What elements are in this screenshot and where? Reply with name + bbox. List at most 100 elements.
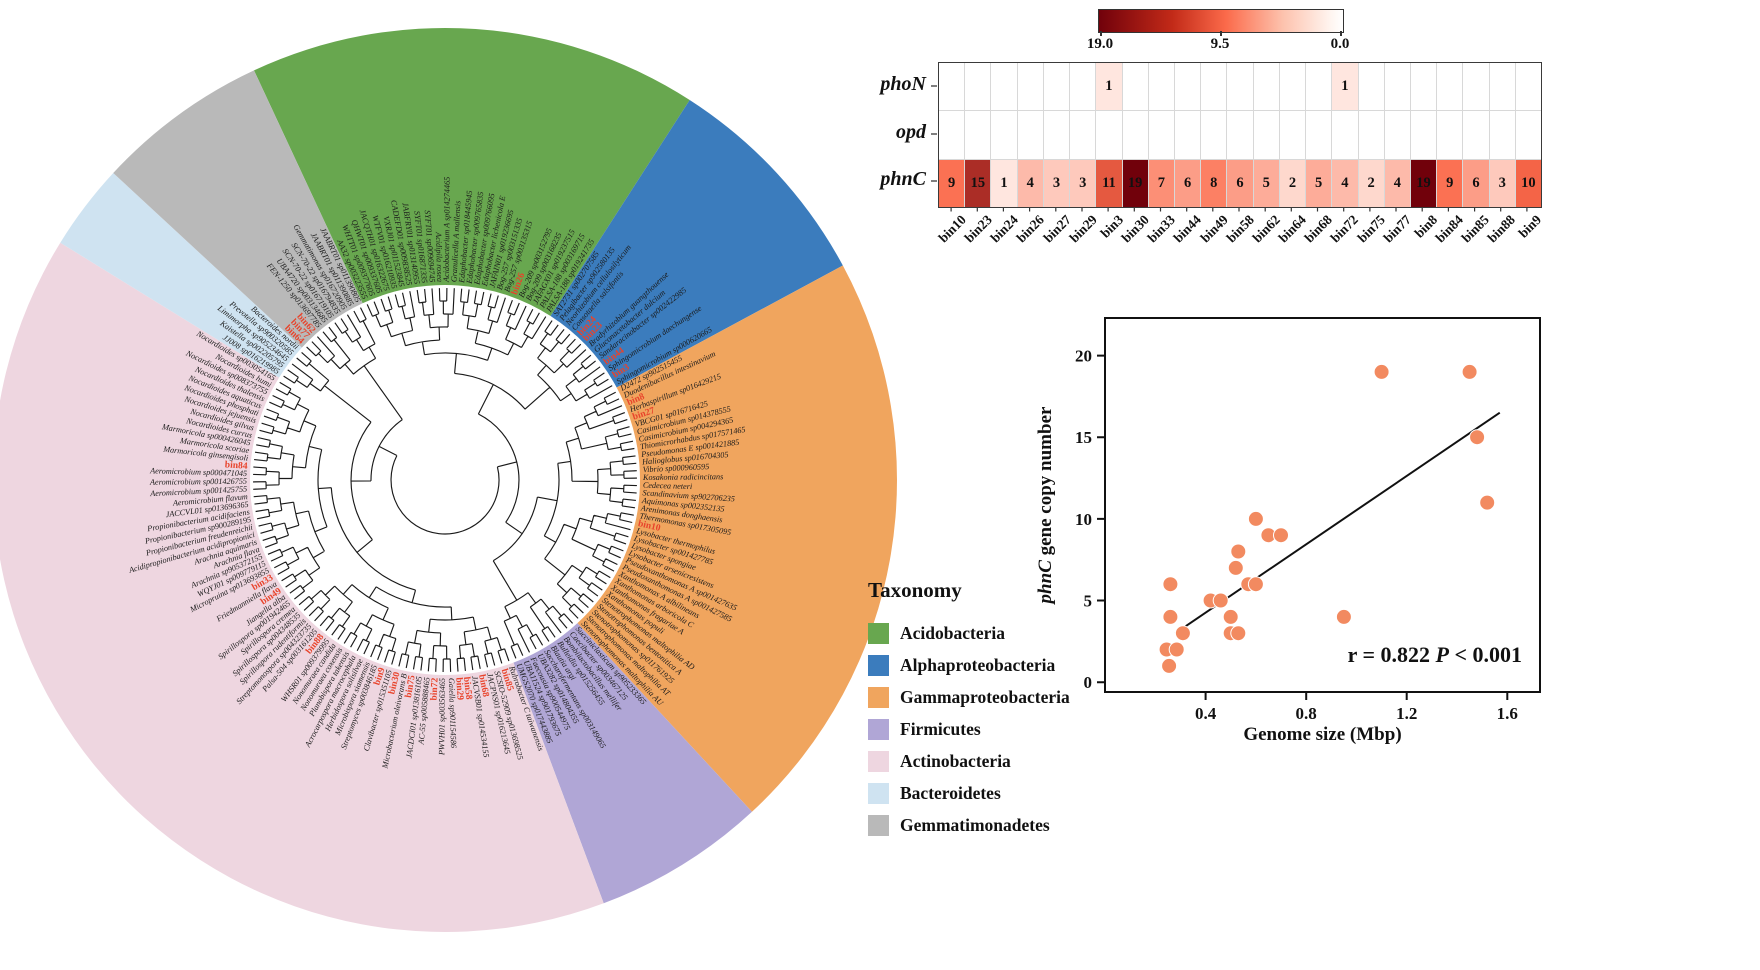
scatter-data-point <box>1168 641 1185 658</box>
taxonomy-wedge-gammaproteobacteria <box>577 265 897 812</box>
heatmap-row-label-phoN: phoN <box>880 73 926 95</box>
taxonomy-wedge-bacteroidetes <box>60 173 302 378</box>
heatmap-cell-phnC-bin9: 10 <box>1515 159 1542 207</box>
heatmap-cell-phoN-bin68 <box>1306 63 1333 111</box>
legend-swatch-gammaproteobacteria <box>868 686 889 708</box>
legend-item-alphaproteobacteria: Alphaproteobacteria <box>868 649 1070 681</box>
heatmap-cell-opd-bin85 <box>1463 111 1490 159</box>
scatter-x-tick-label: 1.6 <box>1497 704 1518 723</box>
legend-label: Gemmatimonadetes <box>900 814 1050 835</box>
scatter-x-tick-label: 0.8 <box>1296 704 1317 723</box>
heatmap-cell-opd-bin84 <box>1437 111 1464 159</box>
heatmap-cell-opd-bin8 <box>1410 111 1438 159</box>
legend-label: Alphaproteobacteria <box>900 654 1056 675</box>
tree-bin-label: bin29 <box>453 677 465 701</box>
heatmap-cell-phoN-bin49 <box>1201 63 1228 111</box>
tree-leaf-label: Vibrio sp000960595 <box>643 462 710 474</box>
scatter-data-point <box>1162 608 1179 625</box>
legend-label: Gammaproteobacteria <box>900 686 1070 707</box>
heatmap-cell-phnC-bin72: 4 <box>1332 159 1359 207</box>
heatmap-cell-phoN-bin23 <box>965 63 992 111</box>
heatmap-cell-phoN-bin44 <box>1174 63 1202 111</box>
tree-bin-label: bin75 <box>404 674 418 698</box>
colorbar-tick-mark <box>1100 31 1102 36</box>
taxonomy-wedge-actinobacteria <box>0 242 604 932</box>
heatmap-cell-opd-bin77 <box>1384 111 1411 159</box>
legend-label: Bacteroidetes <box>900 782 1001 803</box>
legend-swatch-actinobacteria <box>868 750 889 772</box>
heatmap-cell-opd-bin24 <box>991 111 1018 159</box>
heatmap-cell-phoN-bin58 <box>1227 63 1254 111</box>
heatmap-cell-phnC-bin3: 11 <box>1096 159 1123 207</box>
legend-label: Actinobacteria <box>900 750 1011 771</box>
scatter-trend-line <box>1174 411 1501 635</box>
heatmap-cell-opd-bin26 <box>1017 111 1044 159</box>
heatmap-cell-phoN-bin26 <box>1017 63 1044 111</box>
scatter-data-point <box>1247 510 1264 527</box>
heatmap-cell-phnC-bin29: 3 <box>1070 159 1097 207</box>
heatmap-cell-opd-bin23 <box>965 111 992 159</box>
ylabel-rest: gene copy number <box>1035 406 1056 561</box>
heatmap-cell-opd-bin9 <box>1515 111 1542 159</box>
heatmap-cell-opd-bin10 <box>939 111 966 159</box>
heatmap-cell-phnC-bin30: 19 <box>1122 159 1149 207</box>
scatter-data-point <box>1373 363 1390 380</box>
scatter-axis-ticks <box>1097 354 1509 700</box>
heatmap-cell-opd-bin33 <box>1148 111 1175 159</box>
heatmap-cell-phnC-bin27: 3 <box>1043 159 1071 207</box>
colorbar-tick-min: 0.0 <box>1330 36 1350 52</box>
heatmap-cell-phoN-bin3: 1 <box>1096 63 1123 111</box>
heatmap-cell-phnC-bin23: 15 <box>965 159 992 207</box>
heatmap-cell-phnC-bin64: 2 <box>1279 159 1307 207</box>
tree-leaf-label: Kosakonia radicincitans <box>642 472 723 482</box>
heatmap-cell-phoN-bin30 <box>1122 63 1149 111</box>
annotation-p-value: < 0.001 <box>1448 642 1522 667</box>
colorbar-tick-mid: 9.5 <box>1210 36 1230 52</box>
gene-heatmap-grid: 1 1 9 15 1 4 3 3 11 19 7 6 8 6 5 2 5 4 2 4 19 9 6 3 10 <box>938 62 1542 208</box>
legend-swatch-acidobacteria <box>868 622 889 644</box>
colorbar-tick-mark <box>1340 31 1342 36</box>
taxonomy-wedge-firmicutes <box>513 623 752 904</box>
heatmap-cell-opd-bin44 <box>1174 111 1202 159</box>
legend-title: Taxonomy <box>868 578 962 602</box>
tree-leaf-label: Cedecea neteri <box>643 481 693 491</box>
heatmap-cell-opd-bin3 <box>1096 111 1123 159</box>
heatmap-cell-opd-bin72 <box>1332 111 1359 159</box>
tree-leaf-label: PWVH01 sp003563465 <box>437 678 447 756</box>
tree-leaf-label: Aeromicrobium sp001426755 <box>149 477 247 487</box>
heatmap-cell-phoN-bin33 <box>1148 63 1175 111</box>
heatmap-colorbar <box>1098 9 1344 33</box>
tree-leaf-label: Granulicella A mallensis <box>449 200 462 282</box>
scatter-data-point <box>1161 657 1178 674</box>
scatter-y-tick-label: 0 <box>1084 673 1093 692</box>
tree-leaf-label: Aeromicrobium sp000471045 <box>149 466 247 478</box>
scatter-x-axis-label: Genome size (Mbp) <box>1243 724 1402 745</box>
heatmap-cell-phoN-bin72: 1 <box>1332 63 1359 111</box>
scatter-y-tick-label: 15 <box>1075 428 1092 447</box>
heatmap-cell-phnC-bin49: 8 <box>1201 159 1228 207</box>
legend-swatch-alphaproteobacteria <box>868 654 889 676</box>
heatmap-cell-phnC-bin26: 4 <box>1017 159 1044 207</box>
heatmap-cell-phoN-bin62 <box>1253 63 1280 111</box>
heatmap-cell-phnC-bin88: 3 <box>1489 159 1516 207</box>
scatter-data-point <box>1461 363 1478 380</box>
tree-bin-label: bin68 <box>476 674 490 698</box>
heatmap-cell-phnC-bin84: 9 <box>1437 159 1464 207</box>
scatter-data-point <box>1162 576 1179 593</box>
heatmap-cell-opd-bin62 <box>1253 111 1280 159</box>
tree-bin-label: bin72 <box>429 677 440 700</box>
heatmap-cell-phoN-bin10 <box>939 63 966 111</box>
heatmap-cell-phoN-bin77 <box>1384 63 1411 111</box>
legend-item-firmicutes: Firmicutes <box>868 713 1070 745</box>
scatter-data-point <box>1222 608 1239 625</box>
scatter-y-tick-label: 5 <box>1084 592 1093 611</box>
heatmap-cell-phnC-bin44: 6 <box>1174 159 1202 207</box>
legend-swatch-firmicutes <box>868 718 889 740</box>
tree-leaf-label: Acidobacterium A sp014274465 <box>442 177 452 283</box>
heatmap-row-opd <box>939 110 1542 160</box>
legend-swatch-bacteroidetes <box>868 782 889 804</box>
heatmap-cell-opd-bin68 <box>1306 111 1333 159</box>
legend-item-bacteroidetes: Bacteroidetes <box>868 777 1070 809</box>
scatter-y-axis-label: phnC gene copy number <box>1035 407 1057 604</box>
